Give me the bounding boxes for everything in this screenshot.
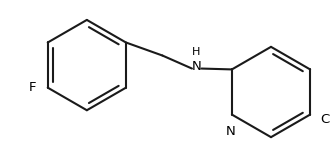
Text: H: H	[192, 47, 201, 57]
Text: N: N	[191, 60, 201, 73]
Text: Cl: Cl	[320, 113, 330, 126]
Text: N: N	[225, 125, 235, 138]
Text: F: F	[29, 81, 36, 94]
